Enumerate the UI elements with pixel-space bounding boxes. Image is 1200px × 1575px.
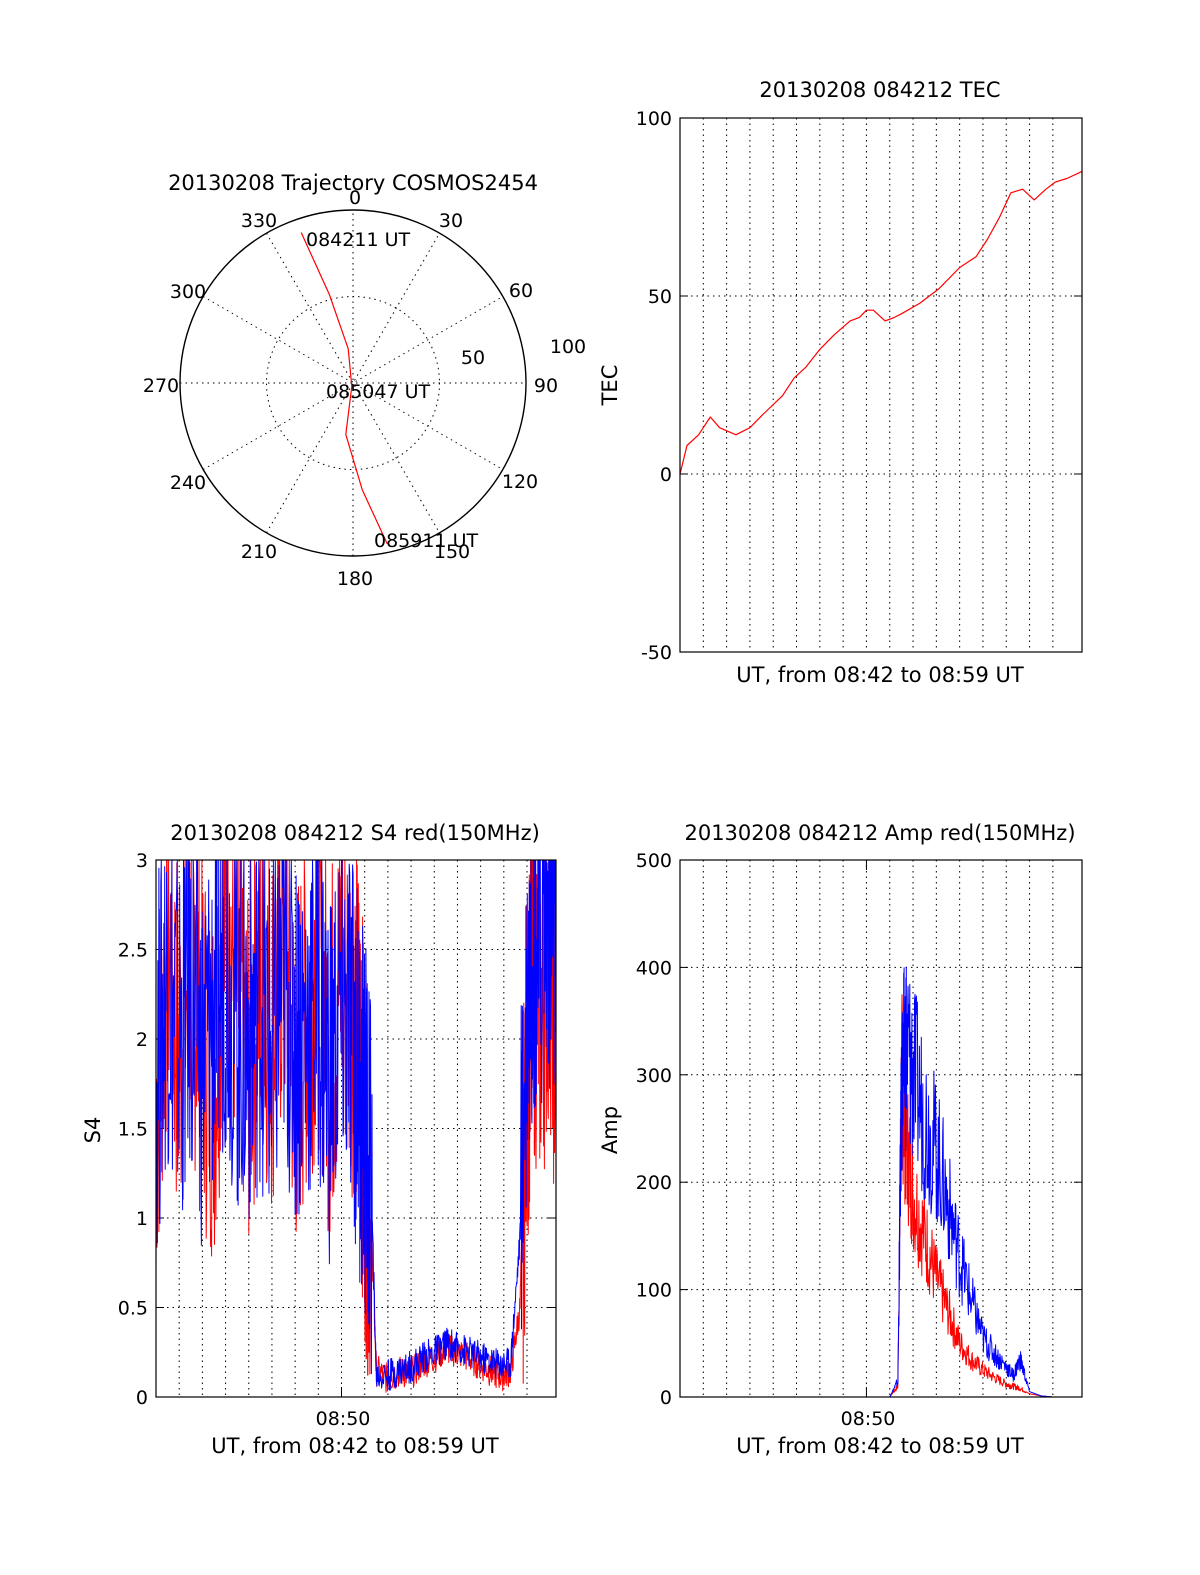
x-axis-label: UT, from 08:42 to 08:59 UT xyxy=(736,1434,1024,1458)
s4-chart: 20130208 084212 S4 red(150MHz) 0 0.5 1 1.5 2… xyxy=(81,821,557,1458)
amp-grid xyxy=(680,859,1082,1398)
y-tick-label: 100 xyxy=(636,1280,672,1302)
plot-frame xyxy=(155,859,557,1398)
y-tick-label: 500 xyxy=(636,850,672,872)
mid-time-annotation: 085047 UT xyxy=(326,381,430,403)
y-tick-label: -50 xyxy=(641,642,672,664)
trajectory-series xyxy=(300,232,388,545)
azimuth-label: 120 xyxy=(502,471,538,493)
y-tick-label: 300 xyxy=(636,1065,672,1087)
y-tick-label: 400 xyxy=(636,957,672,979)
y-tick-labels: -50 0 50 100 xyxy=(636,108,672,664)
azimuth-label: 210 xyxy=(241,541,277,563)
plot-frame xyxy=(679,859,1083,1398)
tec-series xyxy=(679,170,1083,475)
trajectory-line xyxy=(300,232,388,545)
series-line xyxy=(155,859,557,1391)
y-axis-label: S4 xyxy=(81,1117,105,1144)
series-line xyxy=(680,994,1082,1398)
series-line xyxy=(680,966,1082,1398)
chart-title: 20130208 084212 TEC xyxy=(759,78,1000,102)
y-axis-label: Amp xyxy=(598,1106,622,1154)
azimuth-label: 180 xyxy=(337,568,373,590)
polar-grid xyxy=(179,209,527,557)
amp-chart: 20130208 084212 Amp red(150MHz) 0 100 200 3… xyxy=(598,821,1083,1458)
x-axis-label: UT, from 08:42 to 08:59 UT xyxy=(736,663,1024,687)
azimuth-label: 300 xyxy=(170,281,206,303)
azimuth-label: 30 xyxy=(439,210,463,232)
radial-label: 50 xyxy=(461,347,485,369)
azimuth-label: 240 xyxy=(170,472,206,494)
y-tick-label: 2.5 xyxy=(118,940,148,962)
azimuth-label: 270 xyxy=(143,375,179,397)
y-tick-label: 200 xyxy=(636,1172,672,1194)
y-tick-labels: 0 100 200 300 400 500 xyxy=(636,850,672,1409)
polar-trajectory-chart: 20130208 Trajectory COSMOS2454 0 30 60 90 12… xyxy=(143,171,586,590)
plot-frame xyxy=(679,117,1083,653)
azimuth-label: 90 xyxy=(534,375,558,397)
s4-series xyxy=(155,859,557,1393)
start-time-annotation: 084211 UT xyxy=(306,229,410,251)
x-tick-label: 08:50 xyxy=(841,1408,896,1430)
y-tick-label: 0 xyxy=(136,1387,148,1409)
series-line xyxy=(679,170,1083,475)
y-tick-label: 1 xyxy=(136,1208,148,1230)
polar-radial-labels: 50 100 xyxy=(461,336,586,369)
y-tick-label: 0 xyxy=(660,1387,672,1409)
radial-label: 100 xyxy=(550,336,586,358)
x-tick-label: 08:50 xyxy=(316,1408,371,1430)
tec-grid xyxy=(680,117,1082,653)
azimuth-label: 330 xyxy=(241,210,277,232)
amp-series xyxy=(680,966,1082,1398)
polar-azimuth-labels: 0 30 60 90 120 150 180 210 240 270 300 330 xyxy=(143,187,558,590)
y-tick-labels: 0 0.5 1 1.5 2 2.5 3 xyxy=(118,850,148,1409)
y-tick-label: 1.5 xyxy=(118,1119,148,1141)
tec-chart: 20130208 084212 TEC -50 0 50 100 UT, from 0… xyxy=(598,78,1083,687)
chart-title: 20130208 084212 Amp red(150MHz) xyxy=(684,821,1075,845)
end-time-annotation: 085911 UT xyxy=(374,530,478,552)
azimuth-label: 150 xyxy=(434,541,470,563)
y-tick-label: 0.5 xyxy=(118,1298,148,1320)
chart-title: 20130208 Trajectory COSMOS2454 xyxy=(168,171,538,195)
y-tick-label: 2 xyxy=(136,1029,148,1051)
y-axis-label: TEC xyxy=(598,365,622,407)
y-tick-label: 50 xyxy=(648,286,672,308)
y-tick-label: 3 xyxy=(136,850,148,872)
x-axis-label: UT, from 08:42 to 08:59 UT xyxy=(211,1434,499,1458)
y-tick-label: 0 xyxy=(660,464,672,486)
y-tick-label: 100 xyxy=(636,108,672,130)
azimuth-label: 60 xyxy=(509,280,533,302)
chart-title: 20130208 084212 S4 red(150MHz) xyxy=(170,821,540,845)
azimuth-label: 0 xyxy=(349,187,361,209)
